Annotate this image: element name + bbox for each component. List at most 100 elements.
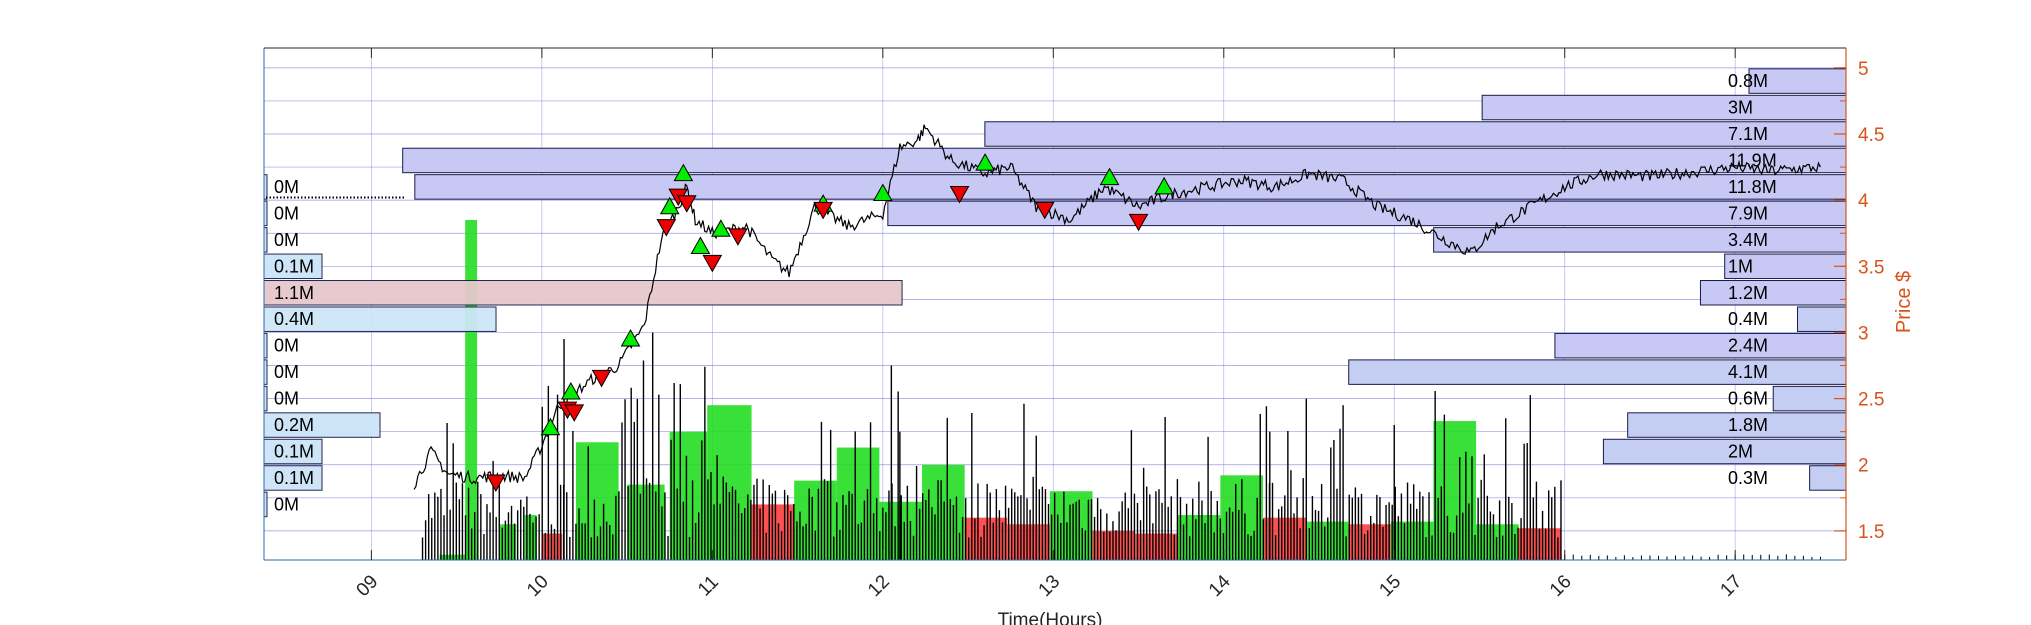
profile-bar-left	[263, 306, 497, 332]
trade-markers	[485, 153, 1174, 492]
sell-marker	[676, 195, 697, 213]
sell-marker	[564, 404, 585, 422]
x-tick-label: 16	[1546, 571, 1576, 601]
y-axis-label: Price $	[1893, 271, 1915, 333]
x-tick-label: 13	[1035, 571, 1065, 601]
profile-label-left: 0.2M	[274, 415, 314, 435]
buy-marker	[690, 236, 711, 254]
profile-bar-right	[1481, 94, 1847, 121]
volume-block	[524, 515, 537, 560]
profile-bar-left	[263, 280, 903, 306]
x-tick-label: 10	[523, 571, 553, 601]
profile-label-right: 0.6M	[1728, 389, 1768, 409]
volume-block	[1433, 421, 1477, 560]
profile-bar-right	[402, 147, 1847, 174]
profile-label-left: 0.4M	[274, 309, 314, 329]
profile-label-right: 0.3M	[1728, 468, 1768, 488]
buy-marker	[540, 417, 561, 436]
y-tick-label: 4	[1858, 191, 1869, 212]
y-tick-label: 2	[1858, 456, 1869, 477]
profile-bar-right	[887, 200, 1847, 227]
x-tick-label: 11	[694, 572, 723, 601]
profile-label-left: 0M	[274, 230, 299, 250]
volume-block	[465, 219, 478, 560]
sell-marker	[728, 228, 748, 246]
y-tick-label: 3	[1858, 323, 1869, 344]
volume-block	[1348, 524, 1391, 560]
y-tick-label: 5	[1858, 59, 1869, 80]
profile-label-left: 1.1M	[274, 283, 314, 303]
sell-marker	[702, 254, 723, 273]
y-tick-label: 1.5	[1858, 522, 1884, 543]
volume-block	[439, 554, 466, 560]
x-axis-label: Time(Hours)	[998, 610, 1103, 625]
profile-label-left: 0.1M	[274, 468, 314, 488]
profile-label-left: 0M	[274, 336, 299, 356]
profile-label-left: 0M	[274, 203, 299, 223]
profile-bar-right	[1348, 359, 1847, 385]
profile-label-left: 0.1M	[274, 442, 314, 462]
y-tick-label: 3.5	[1858, 257, 1884, 278]
buy-marker	[1099, 167, 1120, 186]
profile-label-right: 3M	[1728, 98, 1753, 118]
profile-label-right: 7.1M	[1728, 124, 1768, 144]
profile-label-left: 0M	[274, 389, 299, 409]
sell-marker	[1128, 213, 1149, 232]
profile-label-left: 0M	[274, 494, 299, 514]
buy-marker	[659, 196, 680, 215]
profile-label-left: 0M	[274, 177, 299, 197]
profile-bar-right	[1809, 465, 1847, 491]
profile-label-left: 0.1M	[274, 256, 314, 276]
sell-marker	[485, 474, 506, 492]
sell-marker	[656, 219, 677, 237]
x-tick-label: 14	[1205, 571, 1235, 601]
price-line	[413, 124, 1821, 490]
profile-bar-right	[1748, 68, 1847, 94]
profile-label-right: 7.9M	[1728, 203, 1768, 223]
profile-label-right: 0.4M	[1728, 309, 1768, 329]
y-tick-label: 2.5	[1858, 390, 1884, 411]
profile-label-right: 0.8M	[1728, 71, 1768, 91]
profile-label-right: 1M	[1728, 256, 1753, 276]
profile-bar-right	[1724, 253, 1847, 280]
profile-bar-right	[1796, 306, 1847, 332]
profile-bar-right	[1772, 385, 1847, 412]
profile-bar-right	[1602, 438, 1847, 465]
sell-marker	[949, 186, 970, 204]
profile-label-left: 0M	[274, 362, 299, 382]
buy-marker	[560, 381, 581, 400]
volume-spikes	[421, 332, 1821, 560]
volume-block	[964, 517, 1008, 560]
profile-label-right: 4.1M	[1728, 362, 1768, 382]
volume-block	[1390, 521, 1434, 560]
sell-marker	[1034, 201, 1055, 220]
profile-bar-left	[263, 438, 323, 465]
buy-marker	[620, 329, 641, 347]
profile-label-right: 3.4M	[1728, 230, 1768, 250]
buy-marker	[673, 163, 694, 182]
volume-block	[1049, 491, 1093, 560]
volume-block	[1007, 524, 1050, 560]
profile-label-right: 1.8M	[1728, 415, 1768, 435]
buy-marker	[872, 183, 893, 202]
volume-block	[669, 431, 708, 560]
profile-bar-right	[1554, 332, 1847, 359]
buy-marker	[975, 153, 995, 171]
x-tick-label: 15	[1375, 571, 1405, 601]
buy-marker	[711, 219, 731, 237]
sell-marker	[813, 201, 834, 220]
profile-bar-right	[1433, 227, 1847, 253]
y-tick-label: 4.5	[1858, 125, 1884, 146]
profile-label-right: 2M	[1728, 442, 1753, 462]
price-series	[266, 124, 1821, 490]
x-tick-label: 12	[864, 571, 894, 601]
profile-bar-left	[263, 412, 381, 438]
profile-label-right: 2.4M	[1728, 336, 1768, 356]
profile-bar-right	[984, 121, 1847, 147]
x-tick-label: 09	[353, 571, 383, 601]
buy-marker	[1154, 176, 1174, 195]
profile-bar-right	[414, 174, 1847, 200]
profile-bar-right	[1699, 280, 1847, 306]
x-tick-label: 17	[1716, 571, 1746, 601]
